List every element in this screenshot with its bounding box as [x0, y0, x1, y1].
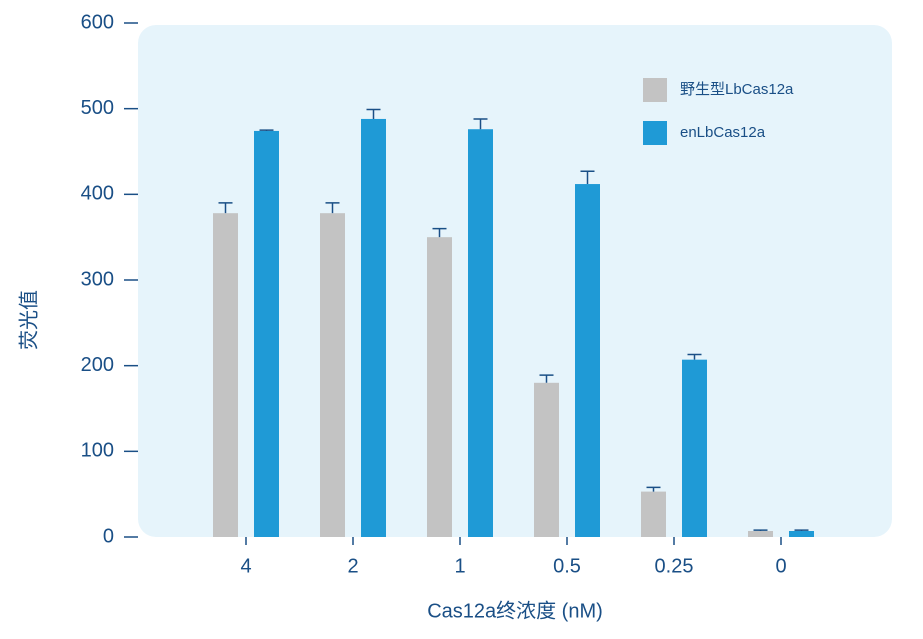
error-bar — [687, 353, 702, 360]
bar — [361, 118, 386, 538]
x-tick-label: 0.25 — [655, 555, 694, 577]
error-bar — [753, 529, 768, 532]
plot-background — [138, 25, 892, 537]
error-bar — [794, 529, 809, 532]
error-bar — [218, 202, 233, 214]
bar — [468, 129, 493, 537]
bar — [427, 237, 452, 537]
x-tick-label: 0.5 — [553, 555, 581, 577]
error-bar — [432, 227, 447, 238]
legend-swatch — [643, 78, 667, 102]
error-bar — [580, 170, 595, 185]
bar — [682, 359, 707, 537]
x-axis-title: Cas12a终浓度 (nM) — [427, 599, 603, 622]
error-bar — [366, 108, 381, 119]
y-tick-label: 0 — [103, 525, 114, 547]
x-tick-label: 4 — [240, 555, 251, 577]
bar — [254, 130, 279, 537]
y-tick-label: 300 — [81, 268, 114, 290]
legend-label: enLbCas12a — [680, 124, 766, 141]
y-tick-label: 500 — [81, 97, 114, 119]
legend-label: 野生型LbCas12a — [680, 81, 794, 98]
x-tick-label: 1 — [454, 555, 465, 577]
bar — [575, 184, 600, 537]
error-bar — [646, 486, 661, 492]
y-tick-label: 200 — [81, 354, 114, 376]
x-tick-label: 2 — [347, 555, 358, 577]
error-bar — [473, 118, 488, 130]
x-tick-label: 0 — [775, 555, 786, 577]
y-axis-title: 荧光值 — [17, 290, 40, 350]
bar — [534, 382, 559, 537]
y-tick-label: 600 — [81, 11, 114, 33]
bar — [641, 491, 666, 537]
bar — [213, 213, 238, 537]
legend-swatch — [643, 121, 667, 145]
y-tick-label: 100 — [81, 440, 114, 462]
error-bar — [539, 374, 554, 383]
error-bar — [259, 129, 274, 131]
error-bar — [325, 202, 340, 214]
bar — [320, 213, 345, 537]
y-tick-label: 400 — [81, 183, 114, 205]
bar — [748, 531, 773, 537]
bar — [789, 531, 814, 537]
